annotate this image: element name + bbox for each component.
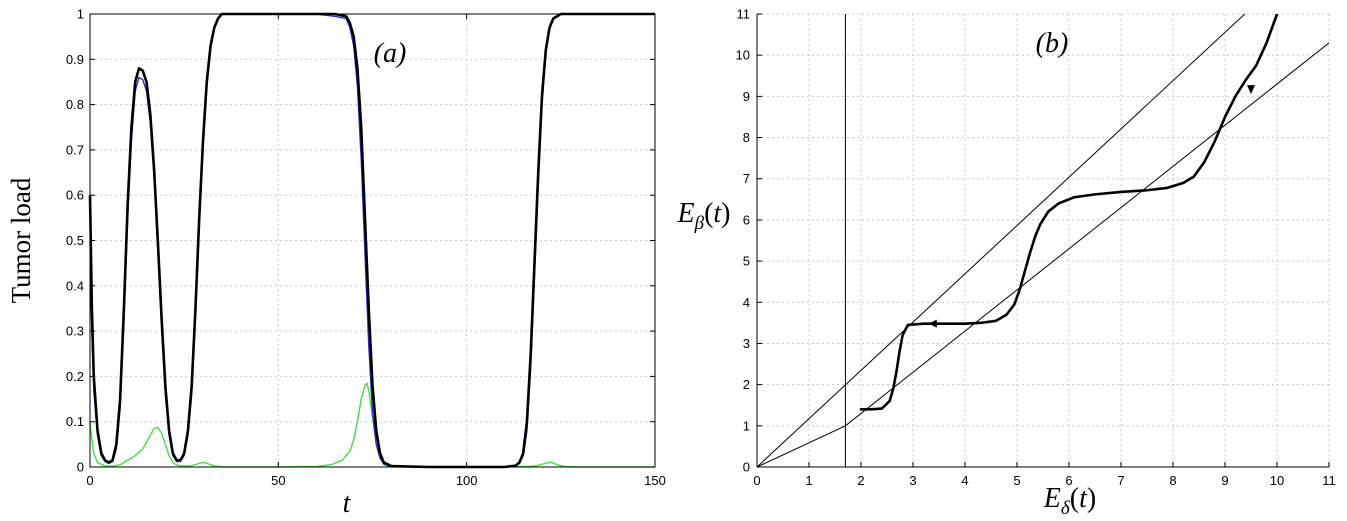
panel-b-y-tick-label: 6 bbox=[743, 212, 750, 227]
panel-b-series bbox=[859, 14, 1279, 411]
panel-b-y-ticks: 0 1 2 3 4 5 6 7 8 9 10 11 bbox=[736, 7, 762, 475]
panel-b-y-tick-label: 0 bbox=[743, 460, 750, 475]
panel-a-x-tick-label: 150 bbox=[644, 473, 666, 488]
panel-b-x-tick-label: 7 bbox=[1117, 473, 1124, 488]
panel-a-x-tick-label: 0 bbox=[86, 473, 93, 488]
panel-b-x-tick-label: 10 bbox=[1270, 473, 1284, 488]
panel-a-chart: 0 50 100 150 00.10.20.30.40.50.60.70.80.91 … bbox=[6, 7, 666, 520]
panel-a-y-tick-label: 0.1 bbox=[66, 414, 84, 429]
panel-b-y-tick-label: 10 bbox=[736, 48, 750, 63]
panel-a-y-tick-label: 0.7 bbox=[66, 142, 84, 157]
panel-b-x-tick-label: 4 bbox=[961, 473, 968, 488]
panel-b-x-tick-label: 9 bbox=[1221, 473, 1228, 488]
panel-a-grid bbox=[90, 14, 655, 467]
panel-a-y-ticks: 0 0.1 0.2 0.3 0.4 0.5 0.6 0.7 0.8 0.9 1 bbox=[66, 7, 655, 475]
panel-b-x-tick-label: 8 bbox=[1169, 473, 1176, 488]
panel-b-y-tick-label: 1 bbox=[743, 418, 750, 433]
panel-a-y-tick-label: 0.8 bbox=[66, 97, 84, 112]
panel-b-reference-lines bbox=[757, 14, 1329, 467]
panel-b-x-tick-label: 2 bbox=[857, 473, 864, 488]
panel-b-arrows bbox=[928, 85, 1255, 328]
panel-a-y-tick-label: 0.4 bbox=[66, 278, 84, 293]
panel-b-direction-arrow bbox=[928, 319, 937, 328]
panel-b-x-tick-label: 5 bbox=[1013, 473, 1020, 488]
panel-a-y-tick-label: 0.2 bbox=[66, 369, 84, 384]
panel-b-axes bbox=[756, 14, 1329, 468]
panel-b-y-tick-label: 2 bbox=[743, 377, 750, 392]
panel-b-y-tick-label: 5 bbox=[743, 254, 750, 269]
panel-a-y-tick-label: 1 bbox=[77, 7, 84, 22]
panel-b-trajectory-line bbox=[859, 14, 1279, 411]
panel-a-y-tick-label: 0.5 bbox=[66, 233, 84, 248]
panel-b-direction-arrow bbox=[1247, 85, 1255, 95]
panel-a-x-tick-label: 50 bbox=[271, 473, 285, 488]
panel-b-y-tick-label: 11 bbox=[737, 7, 751, 22]
panel-a-y-tick-label: 0 bbox=[77, 460, 84, 475]
panel-a-series-line-0 bbox=[88, 12, 655, 469]
panel-b-y-tick-label: 3 bbox=[743, 336, 750, 351]
panel-b-x-axis-label: Eδ(t) bbox=[1043, 483, 1096, 519]
panel-b-x-tick-label: 1 bbox=[805, 473, 812, 488]
panel-b-y-tick-label: 9 bbox=[743, 89, 750, 104]
panel-b-y-tick-label: 8 bbox=[743, 130, 750, 145]
panel-b-x-ticks: 0 1 2 3 4 5 6 7 8 9 10 11 bbox=[753, 462, 1336, 488]
panel-a-y-axis-label: Tumor load bbox=[6, 177, 36, 303]
panel-a-x-axis-label: t bbox=[343, 488, 352, 519]
panel-a-y-tick-label: 0.3 bbox=[66, 324, 84, 339]
panel-b-y-axis-label: Eβ(t) bbox=[676, 198, 730, 234]
panel-b-label: (b) bbox=[1036, 28, 1069, 59]
panel-b-x-tick-label: 6 bbox=[1065, 473, 1072, 488]
panel-b-x-tick-label: 0 bbox=[753, 473, 760, 488]
panel-a-y-tick-label: 0.6 bbox=[66, 188, 84, 203]
panel-b-reference-line-0 bbox=[757, 14, 1246, 467]
panel-b-y-tick-label: 4 bbox=[743, 295, 750, 310]
panel-a-x-ticks: 0 50 100 150 bbox=[86, 14, 666, 488]
panel-a-y-tick-label: 0.9 bbox=[66, 52, 84, 67]
panel-b-x-tick-label: 11 bbox=[1322, 473, 1336, 488]
panel-b-x-tick-label: 3 bbox=[909, 473, 916, 488]
panel-a-label: (a) bbox=[374, 38, 407, 69]
panel-b-y-tick-label: 7 bbox=[743, 171, 750, 186]
panel-b-reference-line-1 bbox=[757, 42, 1329, 467]
panel-a-x-tick-label: 100 bbox=[456, 473, 478, 488]
